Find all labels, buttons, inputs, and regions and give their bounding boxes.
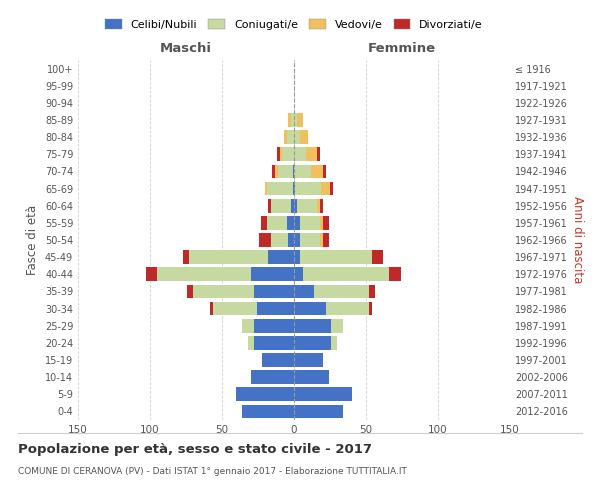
Bar (266, 216, 287, 230)
Bar (294, 113, 297, 127)
Bar (294, 199, 297, 212)
Bar (300, 250, 372, 264)
Bar (294, 370, 329, 384)
Bar (157, 268, 251, 281)
Bar (323, 216, 329, 230)
Bar (288, 233, 294, 247)
Bar (297, 113, 302, 127)
Bar (262, 353, 294, 367)
Bar (146, 268, 157, 281)
Y-axis label: Fasce di età: Fasce di età (26, 205, 39, 275)
Bar (214, 302, 257, 316)
Bar (293, 164, 294, 178)
Bar (300, 130, 308, 144)
Bar (331, 319, 343, 332)
Bar (294, 302, 326, 316)
Bar (287, 216, 294, 230)
Bar (271, 199, 291, 212)
Bar (268, 250, 294, 264)
Bar (369, 302, 372, 316)
Bar (330, 182, 333, 196)
Bar (291, 113, 294, 127)
Bar (275, 164, 278, 178)
Bar (265, 182, 266, 196)
Bar (297, 199, 317, 212)
Bar (271, 233, 288, 247)
Bar (322, 182, 330, 196)
Bar (294, 130, 300, 144)
Text: COMUNE DI CERANOVA (PV) - Dati ISTAT 1° gennaio 2017 - Elaborazione TUTTITALIA.I: COMUNE DI CERANOVA (PV) - Dati ISTAT 1° … (18, 468, 407, 476)
Bar (302, 268, 389, 281)
Text: Popolazione per età, sesso e stato civile - 2017: Popolazione per età, sesso e stato civil… (18, 442, 372, 456)
Bar (266, 182, 293, 196)
Bar (293, 182, 294, 196)
Bar (193, 284, 254, 298)
Text: Maschi: Maschi (160, 42, 212, 55)
Bar (242, 319, 254, 332)
Bar (236, 388, 294, 401)
Bar (272, 164, 275, 178)
Bar (295, 182, 322, 196)
Bar (300, 233, 320, 247)
Bar (257, 302, 294, 316)
Text: Femmine: Femmine (368, 42, 436, 55)
Bar (294, 250, 300, 264)
Legend: Celibi/Nubili, Coniugati/e, Vedovi/e, Divorziati/e: Celibi/Nubili, Coniugati/e, Vedovi/e, Di… (105, 19, 483, 30)
Bar (294, 404, 343, 418)
Bar (294, 148, 305, 161)
Bar (254, 284, 294, 298)
Bar (300, 216, 320, 230)
Bar (254, 336, 294, 349)
Bar (317, 148, 320, 161)
Bar (389, 268, 401, 281)
Bar (294, 233, 300, 247)
Bar (251, 268, 294, 281)
Bar (259, 233, 271, 247)
Bar (294, 388, 352, 401)
Bar (323, 233, 329, 247)
Bar (287, 130, 294, 144)
Bar (317, 199, 320, 212)
Bar (320, 233, 323, 247)
Bar (248, 336, 254, 349)
Bar (268, 199, 271, 212)
Bar (242, 404, 294, 418)
Bar (187, 284, 193, 298)
Bar (288, 113, 291, 127)
Bar (311, 164, 323, 178)
Bar (294, 182, 295, 196)
Bar (291, 199, 294, 212)
Bar (305, 148, 317, 161)
Bar (294, 353, 323, 367)
Bar (278, 164, 293, 178)
Bar (331, 336, 337, 349)
Bar (294, 268, 302, 281)
Bar (284, 130, 287, 144)
Bar (251, 370, 294, 384)
Bar (189, 250, 268, 264)
Bar (261, 216, 266, 230)
Bar (320, 216, 323, 230)
Bar (280, 148, 283, 161)
Bar (323, 164, 326, 178)
Bar (294, 284, 314, 298)
Bar (277, 148, 280, 161)
Bar (294, 319, 331, 332)
Bar (326, 302, 369, 316)
Bar (183, 250, 189, 264)
Bar (294, 164, 311, 178)
Bar (369, 284, 374, 298)
Bar (314, 284, 369, 298)
Bar (372, 250, 383, 264)
Bar (320, 199, 323, 212)
Bar (254, 319, 294, 332)
Y-axis label: Anni di nascita: Anni di nascita (571, 196, 584, 284)
Bar (294, 216, 300, 230)
Bar (294, 336, 331, 349)
Bar (211, 302, 214, 316)
Bar (283, 148, 294, 161)
